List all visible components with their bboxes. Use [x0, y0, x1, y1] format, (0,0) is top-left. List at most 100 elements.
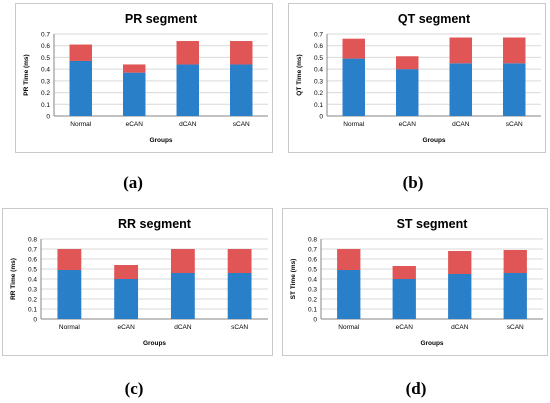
bar-base [114, 279, 139, 319]
bar-base [123, 72, 146, 116]
chart-panel-pr: 0 0.1 0.2 0.3 0.4 0.5 0.6 0.7 Normal eCAN dCAN sCAN… [15, 3, 273, 153]
bar-base [503, 63, 526, 116]
x-tick-label: dCAN [174, 324, 192, 331]
y-tick-label: 0.5 [28, 267, 37, 274]
bar-base [170, 273, 195, 319]
y-tick-label: 0.7 [28, 247, 37, 254]
caption-d: (d) [405, 379, 427, 398]
x-tick-label: eCAN [126, 121, 144, 128]
x-tick-label: sCAN [506, 121, 523, 128]
y-tick-label: 0.2 [308, 297, 317, 304]
bar-top [69, 44, 92, 61]
bar-top [337, 249, 361, 270]
bar-top [227, 249, 252, 273]
bar-base [448, 274, 472, 319]
y-axis-title: PR Time (ms) [23, 54, 30, 95]
x-tick-label: Normal [70, 121, 92, 128]
bar-base [227, 273, 252, 319]
y-tick-label: 0.1 [28, 307, 37, 314]
bar-top [123, 64, 146, 73]
chart-panel-st: 0 0.1 0.2 0.3 0.4 0.5 0.6 0.7 0.8 Normal eCAN dCAN s… [282, 208, 548, 356]
bar-base [449, 63, 472, 116]
y-tick-label: 0.8 [28, 237, 37, 244]
chart-svg-st: 0 0.1 0.2 0.3 0.4 0.5 0.6 0.7 0.8 Normal eCAN dCAN s… [290, 217, 543, 347]
bar-top [396, 56, 419, 70]
bar-top [230, 41, 253, 65]
chart-svg-qt: 0 0.1 0.2 0.3 0.4 0.5 0.6 0.7 Normal eCAN dCAN sCAN… [296, 12, 541, 144]
x-tick-label: Normal [343, 121, 365, 128]
bar-top [170, 249, 195, 273]
bar-base [392, 279, 416, 319]
y-tick-label: 0.4 [314, 67, 323, 74]
x-tick-label: dCAN [452, 121, 470, 128]
y-tick-label: 0.1 [314, 102, 323, 109]
y-tick-label: 0.4 [41, 67, 50, 74]
y-tick-label: 0 [313, 317, 317, 324]
chart-title: QT segment [398, 12, 471, 26]
y-tick-label: 0.1 [41, 102, 50, 109]
y-axis-title: ST Time (ms) [290, 259, 297, 300]
bar-top [342, 38, 365, 59]
bar-top [392, 266, 416, 279]
y-axis-title: RR Time (ms) [10, 258, 17, 300]
bar-base [342, 58, 365, 116]
chart-svg-pr: 0 0.1 0.2 0.3 0.4 0.5 0.6 0.7 Normal eCAN dCAN sCAN… [23, 12, 268, 144]
bar-base [503, 273, 527, 319]
x-tick-label: eCAN [117, 324, 135, 331]
y-tick-label: 0.3 [41, 78, 50, 85]
y-tick-label: 0.3 [314, 78, 323, 85]
y-tick-label: 0.7 [308, 247, 317, 254]
y-tick-label: 0.5 [314, 55, 323, 62]
x-tick-label: sCAN [231, 324, 248, 331]
bar-base [69, 60, 92, 116]
x-tick-label: eCAN [399, 121, 417, 128]
y-tick-label: 0.5 [41, 55, 50, 62]
x-tick-label: eCAN [396, 324, 414, 331]
bar-top [449, 37, 472, 64]
x-tick-label: sCAN [233, 121, 250, 128]
x-axis-title: Groups [420, 340, 443, 347]
x-tick-label: Normal [338, 324, 360, 331]
bar-top [114, 265, 139, 279]
bar-top [176, 41, 199, 65]
caption-c: (c) [124, 379, 144, 398]
chart-svg-rr: 0 0.1 0.2 0.3 0.4 0.5 0.6 0.7 0.8 Normal eCAN dCAN s… [10, 217, 268, 347]
x-tick-label: Normal [59, 324, 81, 331]
y-tick-label: 0.6 [314, 43, 323, 50]
bar-base [230, 64, 253, 116]
y-tick-label: 0.6 [28, 257, 37, 264]
bar-top [57, 249, 82, 270]
y-tick-label: 0 [46, 114, 50, 121]
bar-base [176, 64, 199, 116]
x-axis-title: Groups [422, 137, 445, 144]
x-tick-label: sCAN [507, 324, 524, 331]
bar-top [503, 250, 527, 273]
y-tick-label: 0.3 [28, 287, 37, 294]
y-tick-label: 0.2 [314, 90, 323, 97]
y-tick-label: 0 [33, 317, 37, 324]
y-tick-label: 0.7 [314, 32, 323, 39]
x-tick-label: dCAN [179, 121, 197, 128]
bar-base [396, 69, 419, 116]
chart-panel-qt: 0 0.1 0.2 0.3 0.4 0.5 0.6 0.7 Normal eCAN dCAN sCAN… [288, 3, 546, 153]
caption-a: (a) [123, 173, 143, 192]
y-tick-label: 0.8 [308, 237, 317, 244]
chart-panel-rr: 0 0.1 0.2 0.3 0.4 0.5 0.6 0.7 0.8 Normal eCAN dCAN s… [2, 208, 273, 356]
chart-title: PR segment [125, 12, 198, 26]
bar-top [503, 37, 526, 64]
y-tick-label: 0.6 [41, 43, 50, 50]
chart-title: RR segment [118, 217, 192, 231]
y-tick-label: 0.5 [308, 267, 317, 274]
y-tick-label: 0.4 [308, 277, 317, 284]
bar-base [337, 270, 361, 319]
y-tick-label: 0.4 [28, 277, 37, 284]
x-axis-title: Groups [143, 340, 166, 347]
y-tick-label: 0.2 [41, 90, 50, 97]
y-tick-label: 0.2 [28, 297, 37, 304]
caption-b: (b) [402, 173, 424, 192]
chart-title: ST segment [397, 217, 469, 231]
y-axis-title: QT Time (ms) [296, 54, 303, 95]
y-tick-label: 0.7 [41, 32, 50, 39]
x-tick-label: dCAN [451, 324, 469, 331]
bar-top [448, 251, 472, 274]
